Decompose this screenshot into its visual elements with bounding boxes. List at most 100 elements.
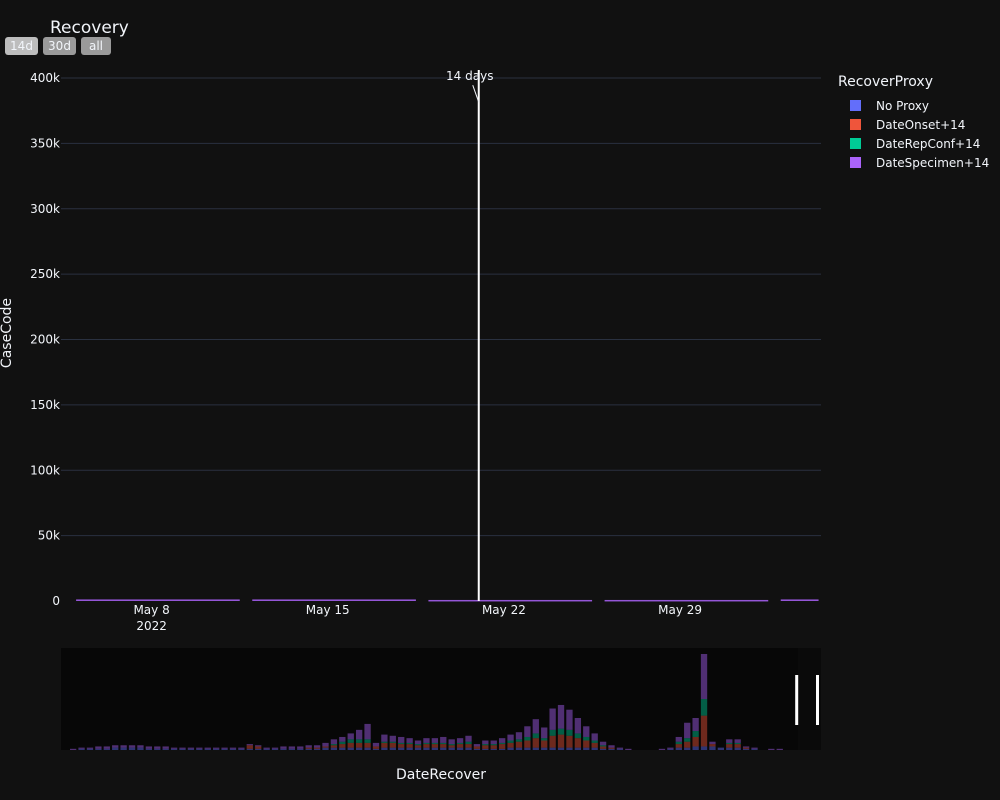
y-tick-label: 150k	[30, 398, 60, 412]
rangeslider-bar	[78, 748, 85, 750]
bar-series	[76, 599, 819, 602]
rangeslider-bar	[255, 746, 262, 749]
rangeslider-bar	[356, 747, 363, 750]
rangeslider-bar	[246, 748, 253, 750]
legend-item-no-proxy[interactable]: No Proxy	[838, 96, 989, 115]
rangeslider-bar	[742, 747, 750, 749]
range-slider[interactable]	[61, 648, 821, 750]
bar	[604, 599, 769, 602]
rangeslider-bar	[599, 745, 607, 747]
rangeslider-bar	[776, 748, 783, 750]
rangeslider-bar	[524, 736, 531, 741]
range-14d-button[interactable]: 14d	[5, 37, 38, 55]
rangeslider-bar	[742, 746, 750, 748]
rangeslider-bar	[398, 742, 405, 745]
rangeslider-bar	[675, 736, 682, 742]
rangeslider-bar	[515, 741, 523, 748]
rangeslider-bar	[549, 735, 556, 748]
rangeslider-bar	[709, 746, 716, 750]
rangeslider-bar	[330, 745, 338, 748]
rangeslider-bar	[557, 704, 565, 729]
y-tick-label: 200k	[30, 333, 60, 347]
rangeslider-bar	[347, 747, 354, 750]
rangeslider-bar	[700, 746, 708, 750]
rangeslider-bar	[726, 739, 733, 743]
rangeslider-bar	[221, 748, 228, 750]
rangeslider-bar	[541, 747, 548, 750]
rangeslider-bar	[499, 744, 506, 749]
rangeslider-bar	[381, 741, 388, 743]
rangeslider-bar	[280, 748, 287, 750]
legend-item-date-rep-conf[interactable]: DateRepConf+14	[838, 134, 989, 153]
rangeslider-bar	[204, 748, 211, 750]
rangeslider-bar	[541, 738, 548, 741]
y-gridlines	[61, 77, 821, 537]
rangeslider-bar	[524, 740, 531, 748]
rangeslider-bar	[364, 723, 371, 740]
rangeslider-bar	[591, 740, 598, 743]
rangeslider-bar	[347, 739, 354, 743]
rangeslider-bar	[557, 747, 565, 750]
rangeslider-bar	[297, 748, 304, 750]
rangeslider-bar	[423, 742, 430, 745]
rangeslider-bar	[246, 745, 253, 749]
rangeslider-bar	[347, 733, 354, 740]
rangeslider-bar	[667, 747, 674, 749]
rangeslider-bar	[322, 747, 329, 750]
y-axis-label: CaseCode	[0, 297, 15, 369]
rangeslider-bar	[145, 748, 153, 750]
rangeslider-bar	[507, 740, 514, 743]
annotation-layer: 14 days	[446, 69, 493, 601]
rangeslider-bar	[204, 747, 211, 749]
rangeslider-bar	[583, 747, 590, 750]
rangeslider-bar	[709, 741, 716, 745]
rangeslider-bar	[381, 734, 388, 742]
rangeslider-bar	[128, 747, 136, 750]
rangeslider-bar	[162, 746, 169, 749]
rangeslider-bar	[179, 747, 186, 749]
rangeslider-bar	[515, 732, 523, 740]
x-axis-label: DateRecover	[395, 767, 487, 783]
rangeslider-bar	[717, 747, 725, 750]
rangeslider-bar	[263, 747, 270, 749]
rangeslider-bar	[599, 746, 607, 749]
rangeslider-bar	[103, 748, 110, 750]
rangeslider-bar	[734, 747, 741, 750]
rangeslider-bar	[524, 747, 531, 750]
rangeslider-bar	[490, 740, 497, 745]
range-30d-button[interactable]: 30d	[43, 37, 76, 55]
rangeslider-bar	[238, 747, 245, 749]
rangeslider-bar	[507, 747, 514, 750]
rangeslider-bar	[675, 741, 682, 745]
rangeslider-bar	[364, 739, 371, 743]
rangeslider-bar	[229, 748, 237, 750]
rangeslider-bar	[482, 740, 489, 745]
rangeslider-bar	[120, 747, 127, 750]
legend-item-date-specimen[interactable]: DateSpecimen+14	[838, 153, 989, 172]
rangeslider-bar	[154, 748, 161, 750]
bar	[780, 599, 819, 601]
rangeslider-bar	[271, 748, 279, 750]
y-tick-label: 50k	[38, 529, 60, 543]
rangeslider-bar	[616, 748, 624, 750]
rangeslider-bar	[95, 746, 102, 749]
rangeslider-bar	[414, 744, 422, 746]
rangeslider-handle-right	[816, 675, 819, 725]
rangeslider-bar	[541, 740, 548, 748]
rangeslider-bar	[406, 747, 413, 750]
rangeslider-bar	[381, 747, 388, 750]
legend-item-date-onset[interactable]: DateOnset+14	[838, 115, 989, 134]
rangeslider-bar	[583, 740, 590, 748]
range-all-button[interactable]: all	[81, 37, 111, 55]
rangeslider-bar	[456, 738, 464, 743]
rangeslider-bar	[112, 747, 119, 750]
rangeslider-bar	[448, 747, 455, 750]
rangeslider-bar	[549, 747, 556, 750]
rangeslider-bar	[372, 746, 380, 749]
x-tick-label: May 8	[133, 603, 169, 617]
rangeslider-bar	[78, 747, 85, 749]
rangeslider-bar	[499, 748, 506, 750]
rangeslider-bar	[305, 745, 312, 748]
rangeslider-bar	[431, 747, 439, 750]
